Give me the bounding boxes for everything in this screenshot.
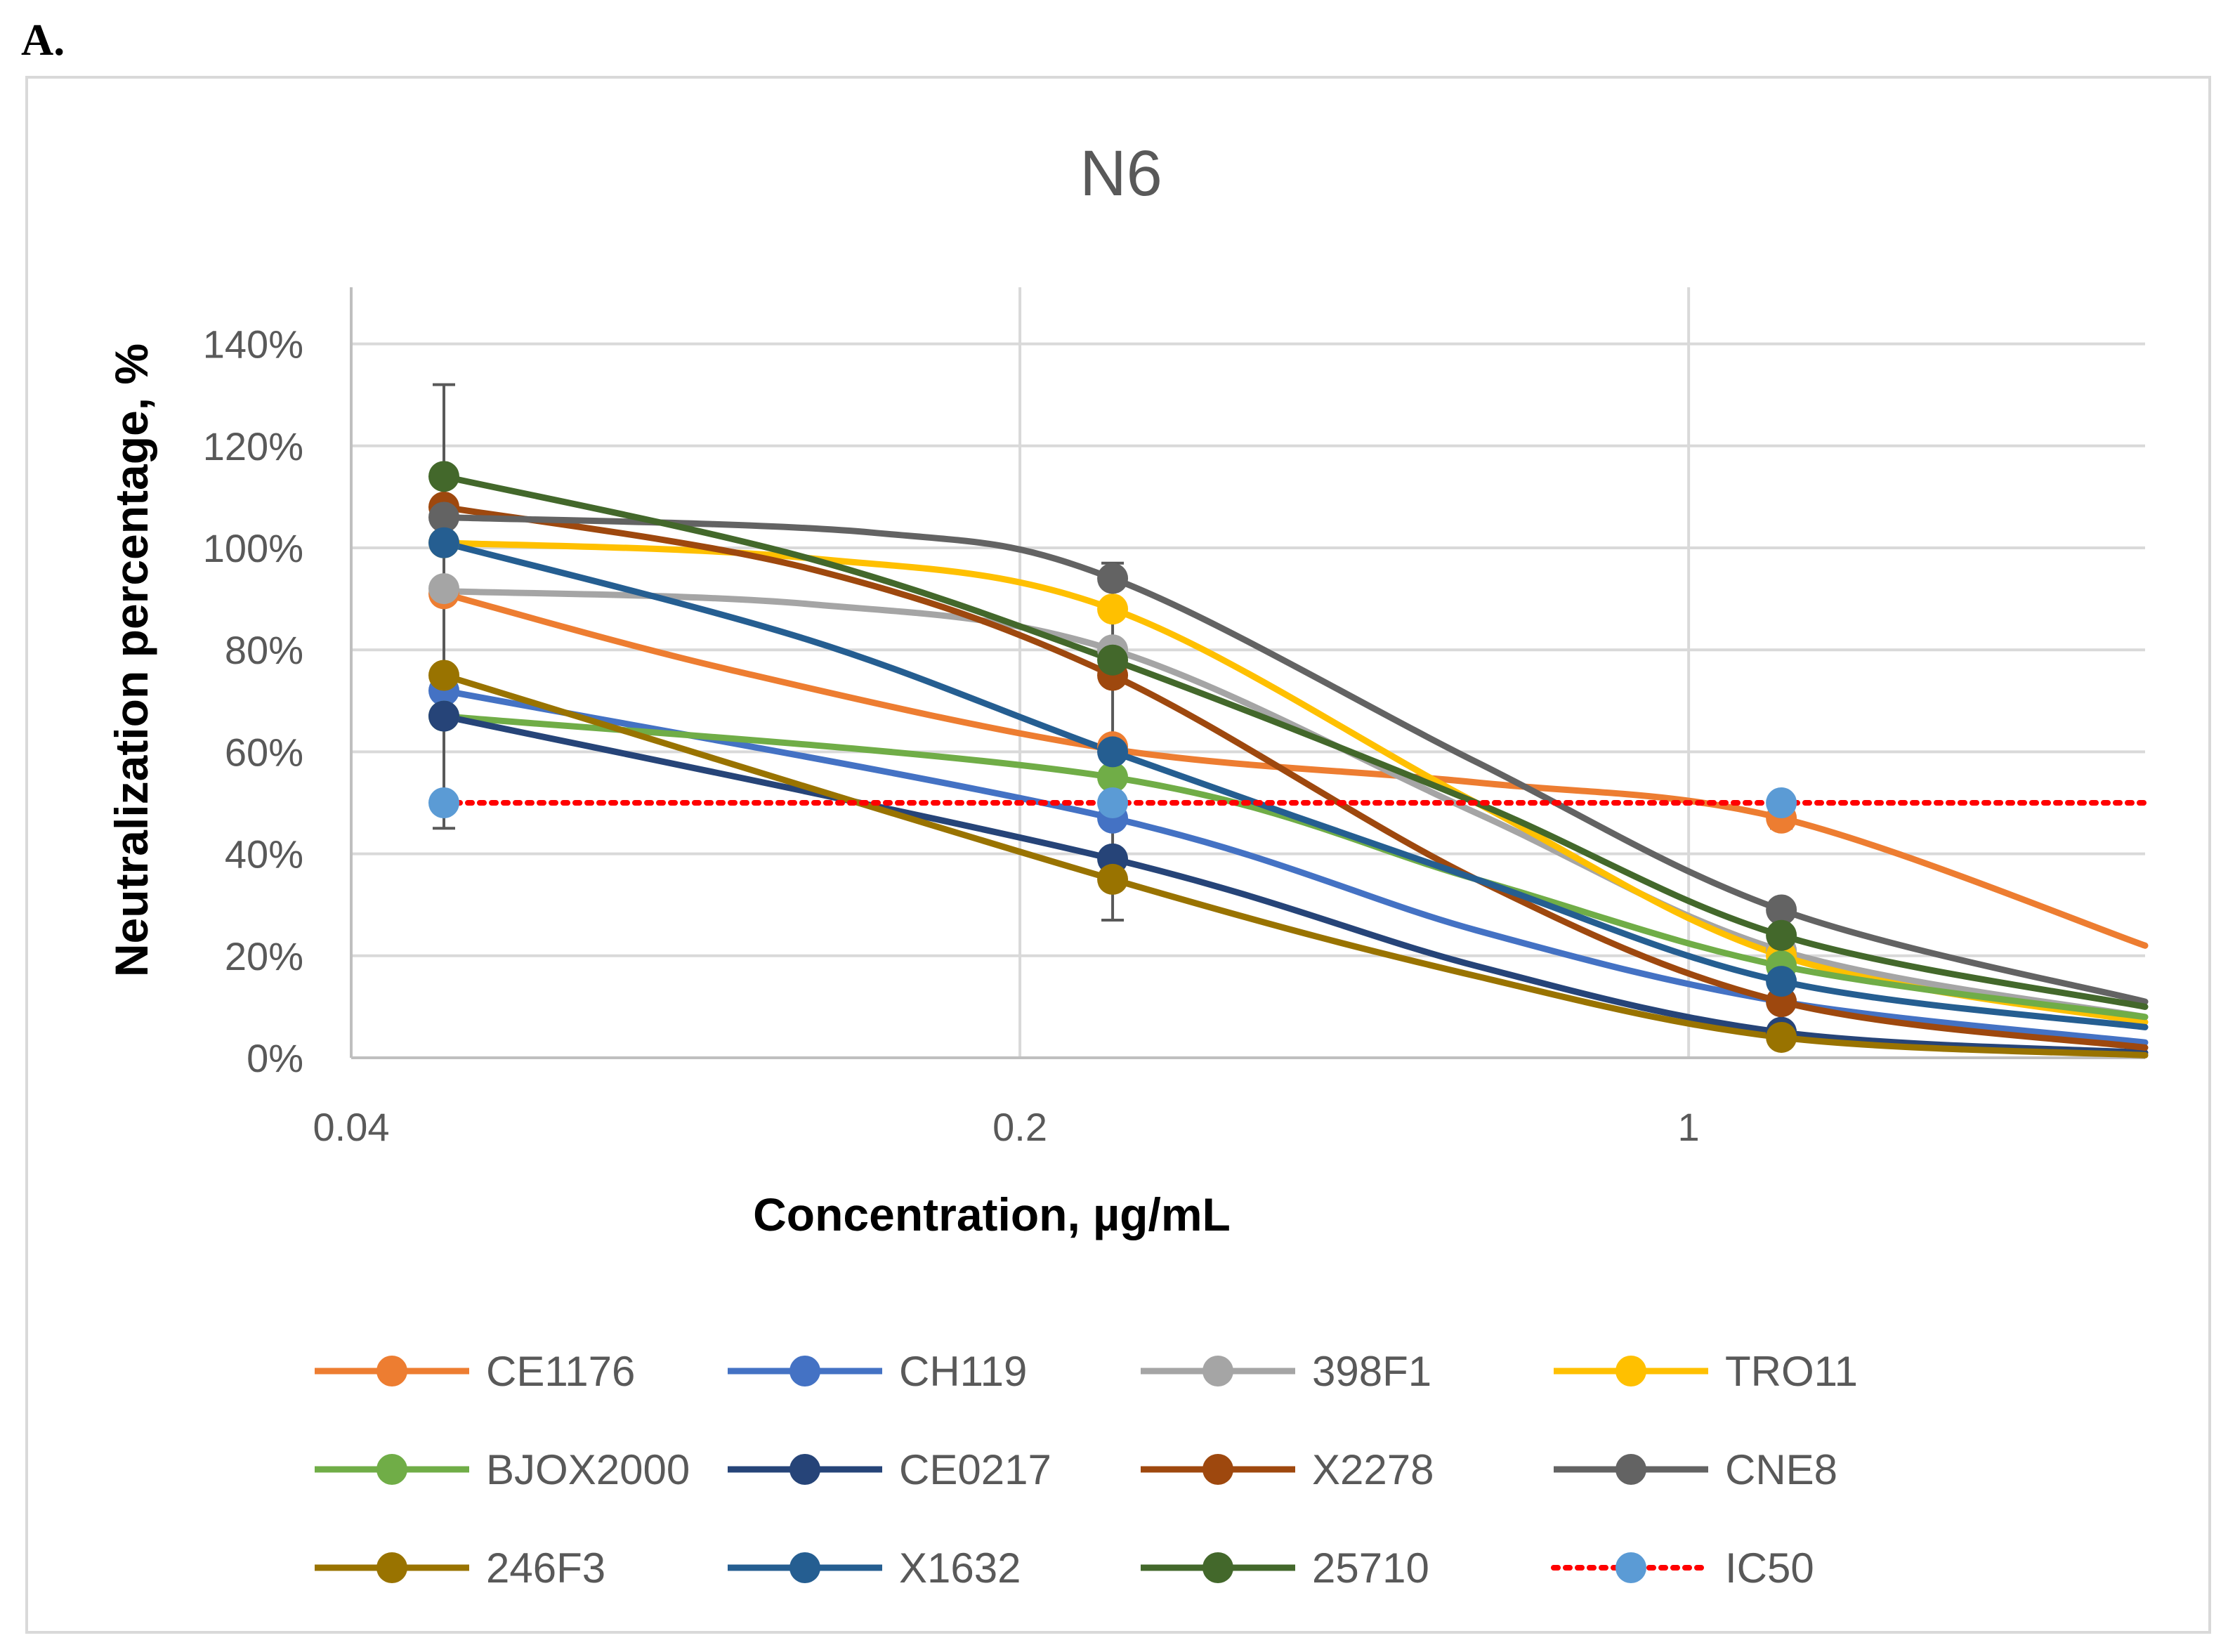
legend-swatch-marker xyxy=(789,1552,820,1583)
data-point-tro11 xyxy=(1097,594,1129,625)
series-curve-398f1 xyxy=(440,588,2149,1021)
data-point-246f3 xyxy=(1766,1021,1797,1053)
data-point-ce0217 xyxy=(428,700,460,732)
panel-label: A. xyxy=(21,15,65,65)
legend-swatch-marker xyxy=(1615,1454,1646,1485)
data-point-x1632 xyxy=(428,527,460,558)
y-tick-label: 80% xyxy=(225,628,303,672)
legend-label: X2278 xyxy=(1312,1446,1434,1493)
legend-label: CH119 xyxy=(899,1348,1027,1395)
legend-item-x1632: X1632 xyxy=(728,1545,1021,1592)
y-tick-label: 20% xyxy=(225,934,303,978)
data-point-ic50 xyxy=(428,787,460,818)
x-axis-title: Concentration, µg/mL xyxy=(753,1188,1231,1240)
legend-swatch-marker xyxy=(1202,1552,1233,1583)
legend-swatch-marker xyxy=(1615,1552,1646,1583)
legend-swatch-marker xyxy=(789,1454,820,1485)
legend-item-25710: 25710 xyxy=(1141,1545,1429,1592)
series-curve-cne8 xyxy=(440,513,2149,1005)
y-tick-label: 140% xyxy=(203,322,303,367)
legend-swatch-marker xyxy=(1202,1454,1233,1485)
y-tick-label: 40% xyxy=(225,832,303,877)
y-tick-label: 60% xyxy=(225,730,303,774)
data-point-246f3 xyxy=(1097,863,1129,895)
x-tick-label: 0.2 xyxy=(992,1105,1047,1149)
axes: 0% 20% 40% 60% 80% 100% 120% 140% 0.04 0.2 1 xyxy=(203,287,2145,1149)
legend-item-x2278: X2278 xyxy=(1141,1446,1434,1493)
legend-label: 246F3 xyxy=(486,1545,605,1592)
y-tick-label: 120% xyxy=(203,424,303,468)
data-point-x1632 xyxy=(1766,966,1797,997)
data-point-bjox2000 xyxy=(1097,761,1129,793)
data-point-cne8 xyxy=(428,501,460,533)
legend-item-246f3: 246F3 xyxy=(315,1545,605,1592)
legend-item-398f1: 398F1 xyxy=(1141,1348,1431,1395)
y-tick-label: 0% xyxy=(247,1036,303,1080)
chart-title: N6 xyxy=(1080,138,1162,209)
data-point-246f3 xyxy=(428,660,460,691)
legend-label: CNE8 xyxy=(1725,1446,1837,1493)
series-curve-25710 xyxy=(440,473,2149,1010)
legend-swatch-marker xyxy=(789,1356,820,1386)
legend-item-ce1176: CE1176 xyxy=(315,1348,635,1395)
data-points xyxy=(428,461,1797,1053)
legend-label: BJOX2000 xyxy=(486,1446,690,1493)
legend-label: CE0217 xyxy=(899,1446,1051,1493)
legend-label: IC50 xyxy=(1725,1545,1814,1592)
data-point-x1632 xyxy=(1097,736,1129,768)
legend-label: CE1176 xyxy=(486,1348,635,1395)
legend-item-ce0217: CE0217 xyxy=(728,1446,1051,1493)
data-point-cne8 xyxy=(1766,894,1797,926)
data-point-25710 xyxy=(1097,644,1129,676)
legend-swatch-marker xyxy=(376,1356,407,1386)
legend-swatch-marker xyxy=(376,1552,407,1583)
x-tick-label: 1 xyxy=(1678,1105,1700,1149)
legend-label: TRO11 xyxy=(1725,1348,1858,1395)
legend-item-tro11: TRO11 xyxy=(1554,1348,1858,1395)
series-curve-x2278 xyxy=(440,504,2149,1051)
x-tick-label: 0.04 xyxy=(313,1105,390,1149)
legend-swatch-marker xyxy=(376,1454,407,1485)
data-point-ic50 xyxy=(1766,787,1797,818)
series-curve-246f3 xyxy=(440,672,2149,1058)
legend-item-ic50: IC50 xyxy=(1551,1545,1814,1592)
series-curve-ch119 xyxy=(440,687,2149,1046)
data-point-25710 xyxy=(428,461,460,492)
legend-item-cne8: CNE8 xyxy=(1554,1446,1837,1493)
y-tick-label: 100% xyxy=(203,526,303,570)
legend-item-bjox2000: BJOX2000 xyxy=(315,1446,690,1493)
series-curve-bjox2000 xyxy=(440,713,2149,1021)
series-curve-x1632 xyxy=(440,539,2149,1030)
legend: CE1176 CH119 398F1 TRO11 BJOX2000 CE0217 X2278… xyxy=(315,1348,1858,1592)
series-curve-ce1176 xyxy=(440,590,2149,949)
legend-label: X1632 xyxy=(899,1545,1021,1592)
legend-swatch-marker xyxy=(1202,1356,1233,1386)
legend-item-ch119: CH119 xyxy=(728,1348,1027,1395)
legend-swatch-marker xyxy=(1615,1356,1646,1386)
legend-label: 25710 xyxy=(1312,1545,1429,1592)
fitted-curves xyxy=(440,473,2149,1058)
data-point-cne8 xyxy=(1097,563,1129,594)
legend-label: 398F1 xyxy=(1312,1348,1431,1395)
chart-frame xyxy=(25,76,2211,1634)
series-curve-ce0217 xyxy=(440,713,2149,1056)
data-point-25710 xyxy=(1766,919,1797,951)
data-point-398f1 xyxy=(428,573,460,605)
data-point-ic50 xyxy=(1097,787,1129,818)
y-axis-title: Neutralization percentage, % xyxy=(105,343,157,977)
series-curve-tro11 xyxy=(440,539,2149,1025)
